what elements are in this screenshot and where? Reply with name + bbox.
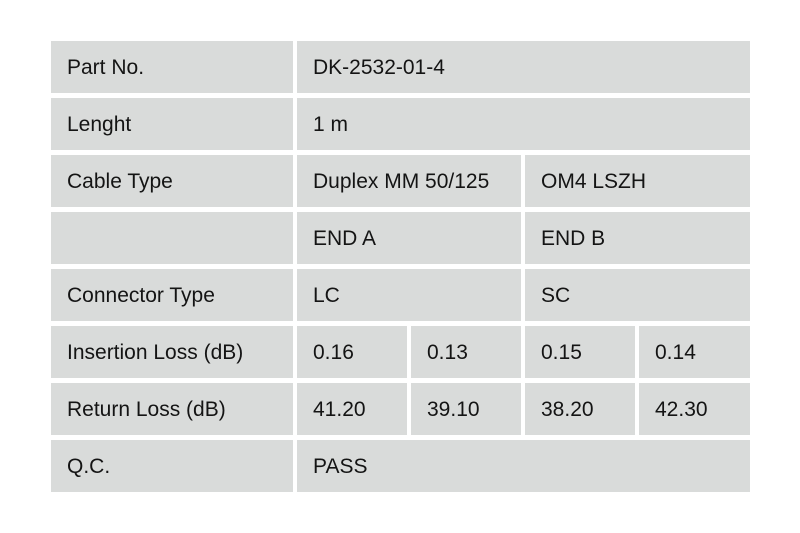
part-no-label: Part No. bbox=[51, 41, 293, 93]
end-b-header: END B bbox=[525, 212, 750, 264]
insertion-loss-label: Insertion Loss (dB) bbox=[51, 326, 293, 378]
cable-type-label: Cable Type bbox=[51, 155, 293, 207]
qc-value: PASS bbox=[297, 440, 750, 492]
return-loss-label: Return Loss (dB) bbox=[51, 383, 293, 435]
insertion-loss-end-a-fiber-1: 0.16 bbox=[297, 326, 407, 378]
end-header-empty-cell bbox=[51, 212, 293, 264]
return-loss-end-b-fiber-1: 38.20 bbox=[525, 383, 635, 435]
connector-type-end-a: LC bbox=[297, 269, 521, 321]
insertion-loss-end-b-fiber-2: 0.14 bbox=[639, 326, 750, 378]
connector-type-end-b: SC bbox=[525, 269, 750, 321]
return-loss-end-a-fiber-2: 39.10 bbox=[411, 383, 521, 435]
cable-type-value-primary: Duplex MM 50/125 bbox=[297, 155, 521, 207]
return-loss-end-b-fiber-2: 42.30 bbox=[639, 383, 750, 435]
cable-type-value-secondary: OM4 LSZH bbox=[525, 155, 750, 207]
part-no-value: DK-2532-01-4 bbox=[297, 41, 750, 93]
end-a-header: END A bbox=[297, 212, 521, 264]
return-loss-end-a-fiber-1: 41.20 bbox=[297, 383, 407, 435]
qc-label: Q.C. bbox=[51, 440, 293, 492]
insertion-loss-end-b-fiber-1: 0.15 bbox=[525, 326, 635, 378]
cable-spec-table: Part No. DK-2532-01-4 Lenght 1 m Cable T… bbox=[51, 41, 750, 492]
length-value: 1 m bbox=[297, 98, 750, 150]
length-label: Lenght bbox=[51, 98, 293, 150]
connector-type-label: Connector Type bbox=[51, 269, 293, 321]
insertion-loss-end-a-fiber-2: 0.13 bbox=[411, 326, 521, 378]
